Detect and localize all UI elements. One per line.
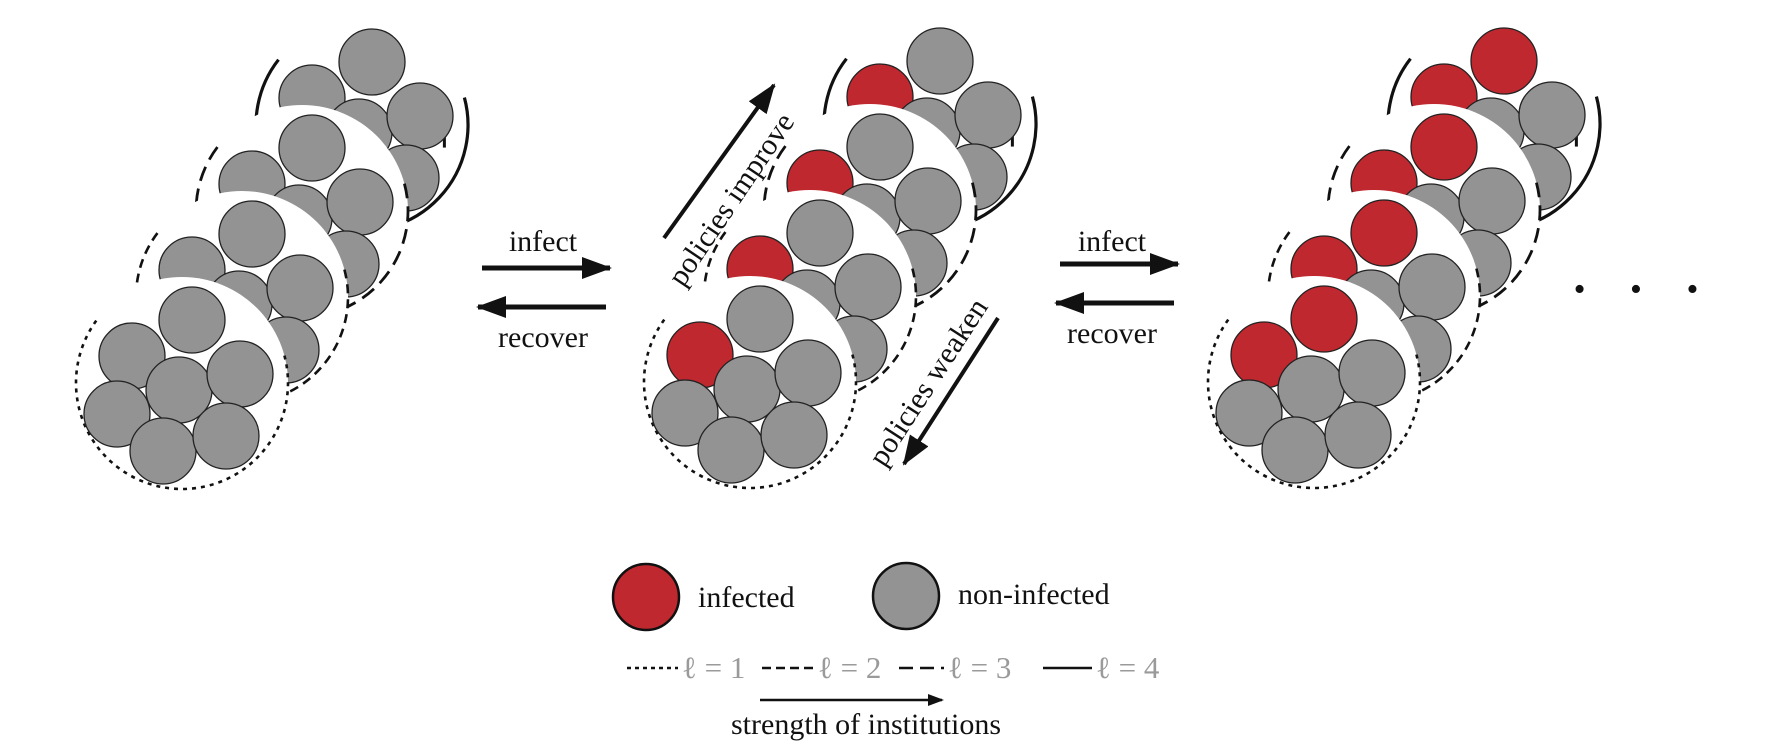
- non-infected-member: [834, 253, 902, 321]
- layer-level-1: [74, 277, 290, 491]
- non-infected-member: [786, 199, 854, 267]
- level-1-label: ℓ = 1: [682, 650, 745, 685]
- strength-label: strength of institutions: [731, 708, 1001, 741]
- infected-swatch: [611, 562, 681, 632]
- non-infected-member: [697, 416, 765, 484]
- non-infected-member: [83, 380, 151, 448]
- non-infected-member: [1398, 253, 1466, 321]
- layer-boundary: [642, 315, 858, 490]
- infect-label: infect: [509, 225, 578, 258]
- layer-level-1: [642, 276, 858, 490]
- non-infected-member: [158, 286, 226, 354]
- non-infected-member: [760, 401, 828, 469]
- infected-legend-label: infected: [698, 581, 795, 614]
- non-infected-member: [326, 168, 394, 236]
- transition-2: infect recover: [1054, 225, 1180, 350]
- non-infected-member: [726, 285, 794, 353]
- group-state-2: [642, 18, 1038, 490]
- group-state-1: [74, 19, 470, 491]
- level-2-label: ℓ = 2: [818, 650, 881, 685]
- non-infected-member: [1338, 339, 1406, 407]
- recover-label: recover: [498, 321, 588, 354]
- non-infected-legend-label: non-infected: [958, 578, 1110, 611]
- legend: infected non-infected ℓ = 1 ℓ = 2 ℓ = 3 …: [611, 561, 1160, 741]
- non-infected-member: [206, 340, 274, 408]
- population-groups: [74, 18, 1602, 491]
- non-infected-member: [386, 82, 454, 150]
- group-state-3: [1206, 18, 1602, 490]
- non-infected-member: [1518, 81, 1586, 149]
- non-infected-member: [954, 81, 1022, 149]
- infect-label: infect: [1078, 225, 1147, 258]
- policies-improve-arrow: [662, 83, 776, 240]
- layer-boundary: [74, 316, 290, 491]
- infected-member: [1470, 27, 1538, 95]
- policies-weaken-arrow: [902, 316, 1000, 466]
- infected-member: [1350, 199, 1418, 267]
- infected-member: [1410, 113, 1478, 181]
- non-infected-member: [129, 417, 197, 485]
- non-infected-member: [338, 28, 406, 96]
- non-infected-member: [278, 114, 346, 182]
- layer-level-1: [1206, 276, 1422, 490]
- non-infected-member: [774, 339, 842, 407]
- non-infected-member: [894, 167, 962, 235]
- layer-boundary: [1206, 315, 1422, 490]
- non-infected-swatch: [871, 561, 941, 631]
- non-infected-member: [218, 200, 286, 268]
- non-infected-member: [651, 379, 719, 447]
- non-infected-member: [1458, 167, 1526, 235]
- non-infected-member: [846, 113, 914, 181]
- infected-member: [1290, 285, 1358, 353]
- non-infected-member: [906, 27, 974, 95]
- non-infected-member: [192, 402, 260, 470]
- transition-1: infect recover: [476, 225, 612, 354]
- non-infected-member: [1215, 379, 1283, 447]
- level-4-label: ℓ = 4: [1096, 650, 1160, 685]
- non-infected-member: [1324, 401, 1392, 469]
- level-3-label: ℓ = 3: [948, 650, 1011, 685]
- non-infected-member: [1261, 416, 1329, 484]
- non-infected-member: [266, 254, 334, 322]
- ellipsis: • • •: [1574, 271, 1717, 308]
- recover-label: recover: [1067, 317, 1157, 350]
